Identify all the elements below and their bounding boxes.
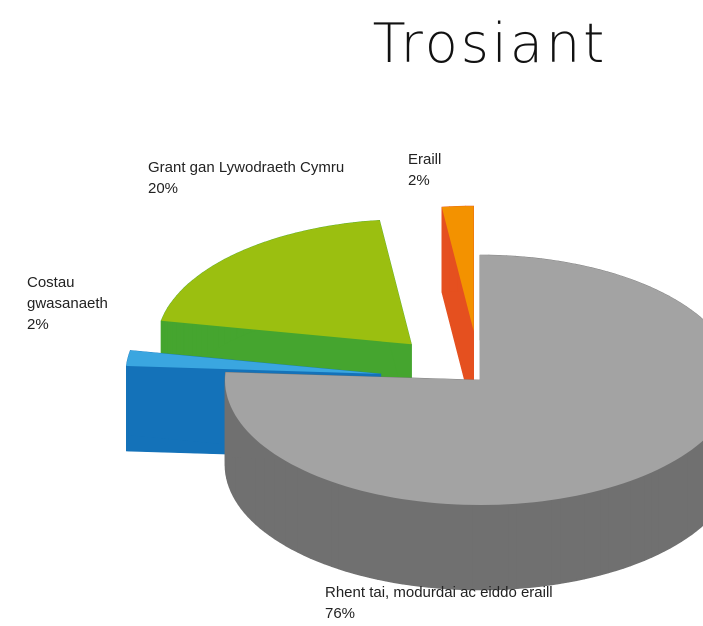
- slice-wall: [637, 475, 645, 564]
- slice-wall: [550, 498, 561, 586]
- slice-wall: [316, 475, 325, 565]
- slice-wall: [686, 449, 693, 539]
- slice-wall: [436, 502, 447, 590]
- slice-wall: [310, 472, 318, 562]
- slice-wall: [516, 502, 526, 590]
- category-label: Costau gwasanaeth: [27, 274, 108, 312]
- slice-top: [441, 206, 474, 332]
- slice-wall: [274, 453, 281, 544]
- category-label: Grant gan Lywodraeth Cymru: [148, 159, 345, 176]
- category-label: Rhent tai, modurdai ac eiddo eraill: [325, 584, 553, 601]
- slice-wall: [607, 485, 617, 574]
- slice-wall: [393, 497, 403, 585]
- slice-wall: [630, 477, 639, 567]
- slice-wall: [533, 500, 544, 588]
- slice-wall: [525, 501, 535, 589]
- slice-wall: [644, 472, 652, 561]
- value-label: 20%: [148, 180, 179, 197]
- slice-wall: [507, 503, 517, 590]
- slice-wall: [615, 482, 624, 572]
- slice-wall: [445, 503, 455, 590]
- slice-wall: [369, 492, 378, 580]
- slice-wall: [567, 495, 577, 583]
- slice-wall: [650, 469, 659, 559]
- slice-wall: [675, 456, 682, 546]
- category-label: Eraill: [408, 151, 442, 168]
- slice-wall: [454, 504, 464, 591]
- slice-wall: [385, 495, 395, 584]
- slice-label: Rhent tai, modurdai ac eiddo eraill 76%: [325, 582, 645, 624]
- slice-wall: [402, 498, 412, 586]
- slice-wall: [471, 504, 482, 591]
- slice-wall: [419, 501, 429, 588]
- slice-wall: [663, 462, 671, 552]
- slice-wall: [463, 504, 473, 591]
- slice-wall: [410, 499, 420, 587]
- slice-wall: [297, 466, 305, 556]
- slice-wall: [657, 466, 665, 556]
- slice-wall: [269, 449, 275, 540]
- slice-label: Eraill 2%: [408, 149, 488, 191]
- slice-wall: [576, 493, 585, 582]
- slice-wall: [696, 441, 702, 532]
- slice-wall: [691, 445, 698, 536]
- slice-wall: [669, 459, 677, 549]
- slice-wall: [623, 480, 631, 569]
- slice-wall: [498, 503, 509, 591]
- slice-wall: [377, 494, 387, 582]
- slice-wall: [681, 452, 688, 543]
- slice-wall: [279, 456, 286, 547]
- slice-wall: [338, 483, 347, 572]
- value-label: 76%: [325, 605, 356, 622]
- slice-wall: [584, 491, 594, 580]
- slice-top: [225, 255, 703, 505]
- slice-top: [161, 220, 412, 345]
- slice-wall: [264, 446, 270, 537]
- slice-wall: [361, 490, 370, 578]
- slice-wall: [291, 463, 298, 553]
- slice-wall: [542, 499, 552, 587]
- slice-wall: [559, 496, 569, 585]
- slice-wall: [427, 502, 438, 589]
- chart-title: Trosiant: [372, 12, 608, 75]
- slice-wall: [330, 481, 339, 570]
- value-label: 2%: [27, 316, 49, 333]
- slice-wall: [323, 478, 332, 567]
- slice-wall: [303, 469, 311, 559]
- slice-label: Grant gan Lywodraeth Cymru 20%: [148, 157, 353, 199]
- slice-wall: [345, 486, 355, 574]
- slice-wall: [285, 460, 292, 550]
- slice-wall: [489, 504, 500, 591]
- slice-wall: [480, 504, 491, 591]
- slice-wall: [600, 487, 609, 576]
- slice-wall: [353, 488, 362, 577]
- value-label: 2%: [408, 172, 430, 189]
- slice-top: [126, 350, 381, 374]
- slice-label: Costau gwasanaeth 2%: [27, 272, 122, 335]
- slice-wall: [592, 489, 601, 578]
